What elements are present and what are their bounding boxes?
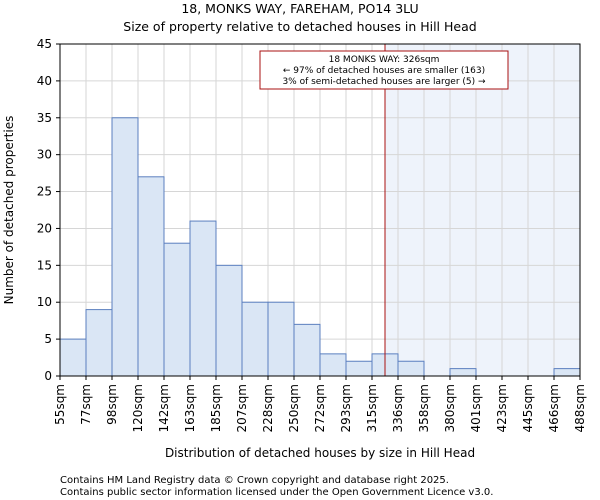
bar <box>319 353 347 377</box>
bar <box>189 220 217 377</box>
y-axis-label: Number of detached properties <box>2 116 16 305</box>
x-tick-label: 315sqm <box>365 384 379 432</box>
x-axis-label: Distribution of detached houses by size … <box>165 446 475 460</box>
x-tick-label: 423sqm <box>495 384 509 432</box>
annotation-line-1: 18 MONKS WAY: 326sqm <box>329 55 440 65</box>
x-tick-label: 98sqm <box>105 384 119 425</box>
x-tick-label: 185sqm <box>209 384 223 432</box>
y-tick-label: 30 <box>37 148 52 162</box>
y-tick-label: 40 <box>37 74 52 88</box>
bar <box>267 301 295 377</box>
annotation-line-2: ← 97% of detached houses are smaller (16… <box>283 66 485 76</box>
y-tick-label: 45 <box>37 37 52 51</box>
y-tick-label: 5 <box>44 332 52 346</box>
x-tick-label: 163sqm <box>183 384 197 432</box>
y-axis-ticks: 0 5 10 15 20 25 30 35 40 45 <box>37 37 60 383</box>
x-tick-label: 380sqm <box>443 384 457 432</box>
y-tick-label: 0 <box>44 369 52 383</box>
bar <box>293 323 321 377</box>
x-tick-label: 120sqm <box>131 384 145 432</box>
chart-subtitle: Size of property relative to detached ho… <box>123 19 476 34</box>
bar <box>137 176 165 377</box>
annotation-box: 18 MONKS WAY: 326sqm ← 97% of detached h… <box>259 50 509 90</box>
bar <box>111 117 139 377</box>
x-tick-label: 207sqm <box>235 384 249 432</box>
bars <box>59 117 581 377</box>
x-tick-label: 228sqm <box>261 384 275 432</box>
footer-line-1: Contains HM Land Registry data © Crown c… <box>60 475 449 486</box>
bar <box>241 301 269 377</box>
x-tick-label: 488sqm <box>573 384 587 432</box>
y-tick-label: 10 <box>37 295 52 309</box>
x-tick-label: 250sqm <box>287 384 301 432</box>
x-tick-label: 401sqm <box>469 384 483 432</box>
bar <box>163 242 191 377</box>
bar <box>345 360 373 377</box>
bar <box>59 338 87 377</box>
y-tick-label: 20 <box>37 221 52 235</box>
x-tick-label: 293sqm <box>339 384 353 432</box>
y-tick-label: 35 <box>37 111 52 125</box>
bar <box>85 309 113 377</box>
y-tick-label: 15 <box>37 258 52 272</box>
x-tick-label: 77sqm <box>79 384 93 425</box>
x-tick-label: 358sqm <box>417 384 431 432</box>
x-tick-label: 445sqm <box>521 384 535 432</box>
larger-region-shade <box>385 44 580 376</box>
bar <box>449 368 477 377</box>
x-tick-label: 142sqm <box>157 384 171 432</box>
x-tick-label: 55sqm <box>53 384 67 425</box>
y-tick-label: 25 <box>37 185 52 199</box>
x-axis-ticks: 55sqm 77sqm 98sqm 120sqm 142sqm 163sqm 185sqm 2… <box>53 376 587 432</box>
annotation-box-frame <box>259 50 509 90</box>
bar <box>215 264 243 377</box>
chart-title: 18, MONKS WAY, FAREHAM, PO14 3LU <box>181 1 418 16</box>
bar <box>553 368 581 377</box>
x-tick-label: 272sqm <box>313 384 327 432</box>
x-tick-label: 466sqm <box>547 384 561 432</box>
annotation-line-3: 3% of semi-detached houses are larger (5… <box>282 77 486 87</box>
bar <box>397 360 425 377</box>
footer-line-2: Contains public sector information licen… <box>60 487 493 498</box>
x-tick-label: 336sqm <box>391 384 405 432</box>
